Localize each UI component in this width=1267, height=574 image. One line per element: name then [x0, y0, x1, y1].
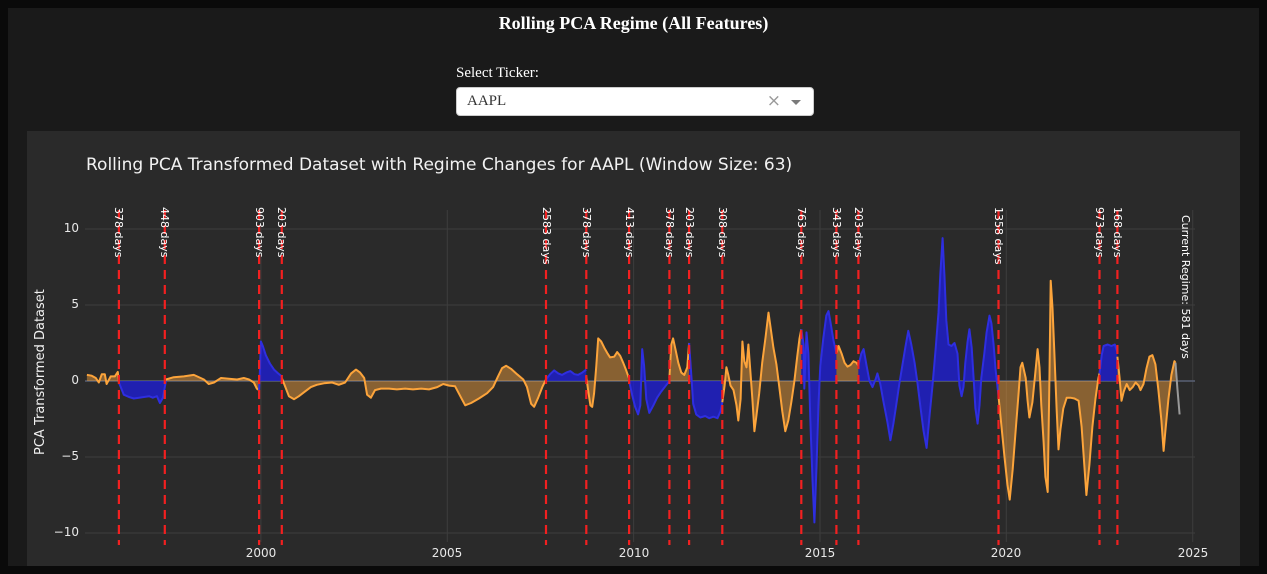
pca-regime-plot[interactable]: [27, 131, 1240, 566]
regime-line-orange: [997, 279, 1101, 501]
regime-line-orange: [835, 345, 860, 368]
app-container: Rolling PCA Regime (All Features) Select…: [8, 8, 1259, 566]
regime-line-blue: [545, 368, 587, 381]
regime-area-blue: [1099, 344, 1118, 381]
chevron-down-icon[interactable]: [791, 100, 801, 105]
regime-line-orange: [280, 364, 547, 408]
regime-line-orange: [165, 373, 260, 391]
regime-area-orange: [281, 365, 546, 407]
ticker-selector: Select Ticker: AAPL ×: [456, 65, 814, 116]
ticker-label: Select Ticker:: [456, 65, 539, 81]
regime-line-blue: [628, 348, 671, 416]
regime-line-orange: [1116, 354, 1177, 452]
page-title: Rolling PCA Regime (All Features): [498, 13, 769, 33]
regime-line-blue: [1098, 343, 1119, 374]
regime-area-blue: [801, 311, 837, 523]
regime-line-orange: [721, 311, 803, 433]
regime-line-blue: [117, 380, 167, 404]
regime-area-orange: [86, 371, 119, 384]
regime-area-orange: [1117, 355, 1176, 451]
regime-area-blue: [629, 349, 670, 415]
ticker-dropdown[interactable]: AAPL ×: [456, 87, 814, 116]
regime-line-blue: [857, 237, 1000, 449]
regime-area-orange: [669, 338, 690, 381]
regime-area-blue: [858, 238, 999, 448]
regime-line-blue: [800, 310, 838, 524]
regime-area-orange: [586, 338, 630, 407]
clear-icon[interactable]: ×: [766, 91, 781, 111]
ticker-dropdown-value[interactable]: AAPL: [467, 93, 507, 109]
regime-area-blue: [689, 343, 723, 419]
regime-line-blue: [688, 342, 724, 420]
regime-line-orange: [668, 337, 691, 379]
regime-line-gray: [1174, 362, 1181, 415]
chart-panel: Rolling PCA Transformed Dataset with Reg…: [27, 131, 1240, 566]
regime-line-orange: [585, 337, 631, 408]
regime-line-orange: [86, 370, 120, 385]
